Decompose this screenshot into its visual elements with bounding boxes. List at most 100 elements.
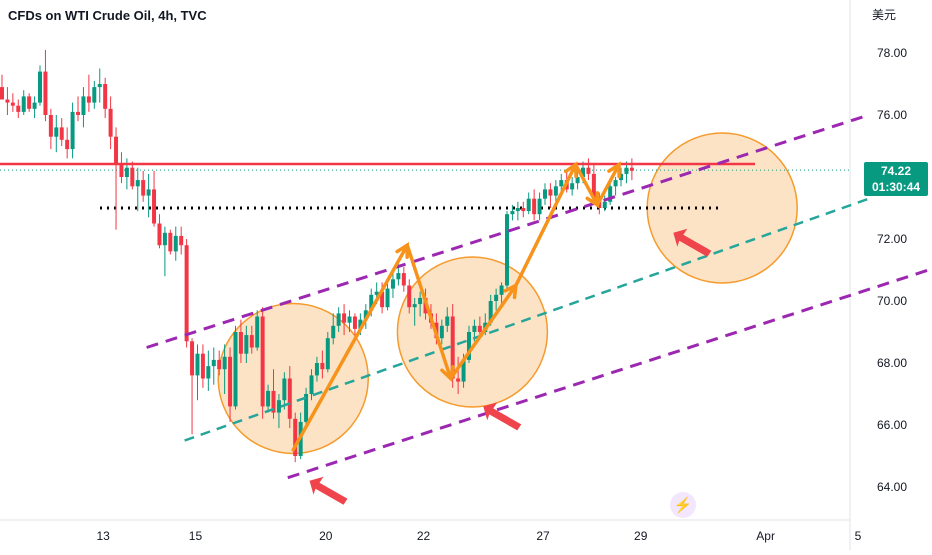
candle-body [358, 319, 363, 329]
candle-body [65, 139, 70, 150]
candle-body [488, 301, 493, 323]
candle-body [5, 99, 10, 103]
candle-body [369, 294, 374, 311]
zigzag-arrow-segment [448, 283, 518, 381]
candle-body [260, 316, 265, 407]
candle-body [38, 71, 43, 103]
pointer-arrow [309, 476, 348, 505]
zigzag-arrow-segment [573, 162, 600, 207]
candle-body [385, 288, 390, 308]
candle-body [396, 273, 401, 280]
y-tick-label: 70.00 [877, 294, 907, 308]
y-tick-label: 76.00 [877, 108, 907, 122]
candle-body [244, 335, 249, 354]
candle-body [331, 325, 336, 339]
candle-body [543, 189, 547, 199]
candle-body [526, 198, 531, 212]
candle-body [537, 198, 542, 215]
y-tick-label: 72.00 [877, 232, 907, 246]
x-tick-label: 20 [319, 529, 333, 543]
candle-body [16, 105, 21, 112]
candle-body [10, 102, 15, 106]
candle-body [271, 390, 276, 413]
lightning-icon[interactable]: ⚡ [670, 492, 696, 518]
candle-body [92, 87, 97, 103]
candle-body [548, 189, 553, 196]
x-tick-label: 27 [536, 529, 550, 543]
candle-body [602, 201, 607, 208]
candle-body [390, 279, 395, 289]
candle-body [238, 332, 243, 354]
candle-body [499, 285, 504, 295]
candle-body [608, 186, 613, 202]
candle-body [293, 418, 298, 456]
candle-body [222, 356, 227, 370]
candle-body [342, 313, 347, 323]
candle-body [450, 316, 455, 379]
candle-body [407, 285, 412, 308]
candle-body [255, 316, 260, 348]
y-tick-label: 66.00 [877, 418, 907, 432]
candle-body [70, 111, 75, 150]
candle-body [173, 235, 178, 252]
candle-body [456, 378, 461, 382]
candle-body [76, 111, 81, 115]
y-tick-label: 78.00 [877, 46, 907, 60]
candle-body [114, 136, 119, 165]
x-tick-label: 13 [96, 529, 110, 543]
candle-body [510, 211, 515, 215]
candle-body [352, 316, 357, 329]
candle-body [320, 363, 325, 370]
y-tick-label: 64.00 [877, 480, 907, 494]
candle-body [190, 341, 195, 376]
highlight-circle [646, 132, 798, 284]
candle-body [336, 313, 341, 326]
candle-body [54, 127, 59, 137]
x-tick-label: 29 [634, 529, 648, 543]
last-price-badge: 74.22 01:30:44 [864, 162, 928, 197]
candle-body [157, 223, 162, 246]
candle-body [401, 273, 406, 286]
y-tick-label: 68.00 [877, 356, 907, 370]
candle-body [412, 304, 417, 308]
candle-body [217, 359, 222, 370]
candle-body [249, 335, 254, 348]
candle-body [559, 180, 564, 187]
lower-channel-line [287, 268, 929, 480]
candle-body [228, 356, 233, 407]
candle-body [48, 115, 53, 137]
candle-body [130, 167, 135, 187]
zigzag-arrow-segment [514, 162, 578, 288]
pointer-arrow [673, 228, 712, 257]
pointer-arrow [483, 402, 522, 431]
candle-body [418, 297, 423, 305]
zigzag-arrow-segment [291, 243, 409, 452]
candle-body [314, 363, 319, 376]
last-price-value: 74.22 [880, 164, 912, 179]
candle-body [108, 108, 113, 137]
candle-body [152, 189, 157, 224]
candle-body [553, 186, 558, 196]
candle-body [586, 167, 591, 174]
candle-body [27, 96, 32, 109]
candle-body [624, 167, 629, 174]
candle-body [211, 359, 216, 367]
zigzag-arrow-segment [595, 162, 621, 207]
candle-body [591, 173, 596, 199]
candle-body [570, 183, 575, 190]
candle-body [206, 366, 211, 379]
candle-body [515, 208, 520, 212]
x-tick-label: Apr [756, 529, 775, 543]
candle-body [445, 316, 450, 326]
zigzag-arrow-segment [405, 243, 453, 381]
candle-body [184, 245, 189, 342]
channel-midline [184, 197, 870, 442]
candle-body [304, 394, 309, 422]
candle-body [59, 127, 64, 140]
candle-body [380, 291, 385, 308]
candle-body [309, 375, 314, 394]
candle-body [141, 180, 146, 196]
candle-body [103, 84, 108, 109]
